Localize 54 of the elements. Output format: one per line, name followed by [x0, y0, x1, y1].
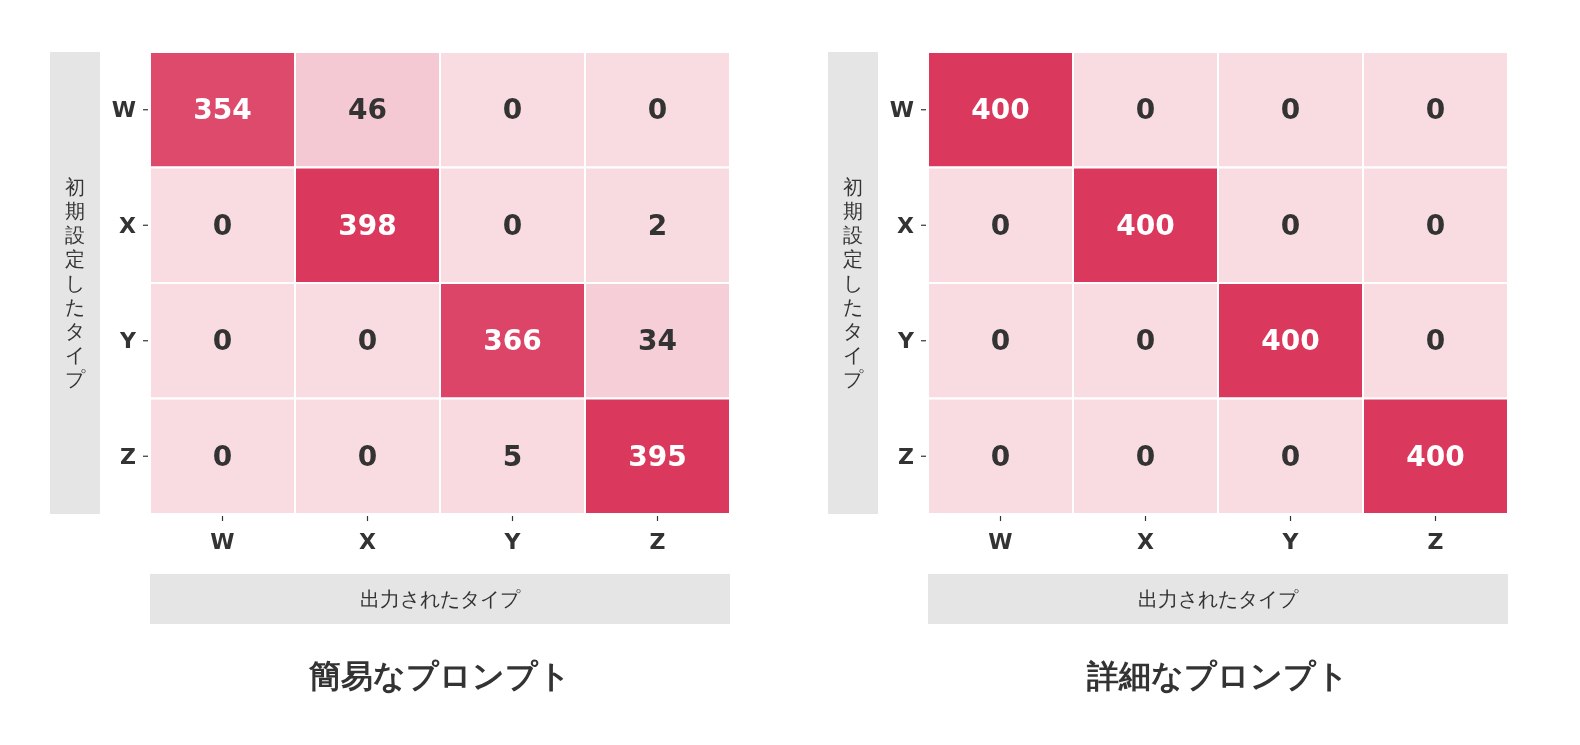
text: 初期設定したタイプ: [843, 175, 863, 391]
y-tick-label: Z: [120, 443, 136, 469]
x-tick-label: Z: [1427, 528, 1444, 554]
y-tick-label: X: [119, 212, 137, 238]
data-label: 0: [1280, 93, 1301, 127]
x-axis-title: 出力されたタイプ: [360, 587, 521, 611]
data-label: 0: [1425, 208, 1446, 242]
data-label: 0: [990, 439, 1011, 473]
x-tick-label: W: [988, 528, 1013, 554]
data-label: 0: [212, 324, 233, 358]
y-tick-label: Z: [898, 443, 914, 469]
data-label: 0: [1425, 324, 1446, 358]
data-label: 0: [1280, 208, 1301, 242]
x-tick-label: W: [210, 528, 235, 554]
text: 初期設定したタイプ: [65, 175, 85, 391]
data-label: 5: [502, 439, 523, 473]
data-label: 2: [647, 208, 668, 242]
y-tick-label: Y: [897, 328, 916, 354]
data-label: 400: [1261, 324, 1320, 358]
data-label: 400: [971, 93, 1030, 127]
data-label: 0: [647, 93, 668, 127]
data-label: 366: [483, 324, 542, 358]
x-axis-title: 出力されたタイプ: [1138, 587, 1299, 611]
data-label: 0: [1425, 93, 1446, 127]
data-label: 0: [502, 93, 523, 127]
data-label: 46: [348, 93, 387, 127]
data-label: 0: [502, 208, 523, 242]
x-tick-label: Y: [1281, 528, 1300, 554]
data-label: 0: [1280, 439, 1301, 473]
data-label: 0: [990, 208, 1011, 242]
data-label: 0: [990, 324, 1011, 358]
data-label: 34: [638, 324, 677, 358]
data-label: 0: [1135, 439, 1156, 473]
data-label: 0: [357, 439, 378, 473]
x-tick-label: Z: [649, 528, 666, 554]
text: 簡易なプロンプト: [308, 657, 571, 695]
data-label: 354: [193, 93, 252, 127]
y-tick-label: X: [897, 212, 915, 238]
x-tick-label: X: [1137, 528, 1155, 554]
data-label: 0: [1135, 93, 1156, 127]
text: 詳細なプロンプト: [1086, 657, 1349, 695]
y-tick-label: W: [111, 97, 136, 123]
data-label: 0: [1135, 324, 1156, 358]
x-tick-label: Y: [503, 528, 522, 554]
data-label: 0: [357, 324, 378, 358]
x-tick-label: X: [359, 528, 377, 554]
data-label: 0: [212, 208, 233, 242]
data-label: 400: [1116, 208, 1175, 242]
data-label: 400: [1406, 439, 1465, 473]
data-label: 398: [338, 208, 397, 242]
y-tick-label: W: [889, 97, 914, 123]
data-label: 0: [212, 439, 233, 473]
y-tick-label: Y: [119, 328, 138, 354]
data-label: 395: [628, 439, 687, 473]
